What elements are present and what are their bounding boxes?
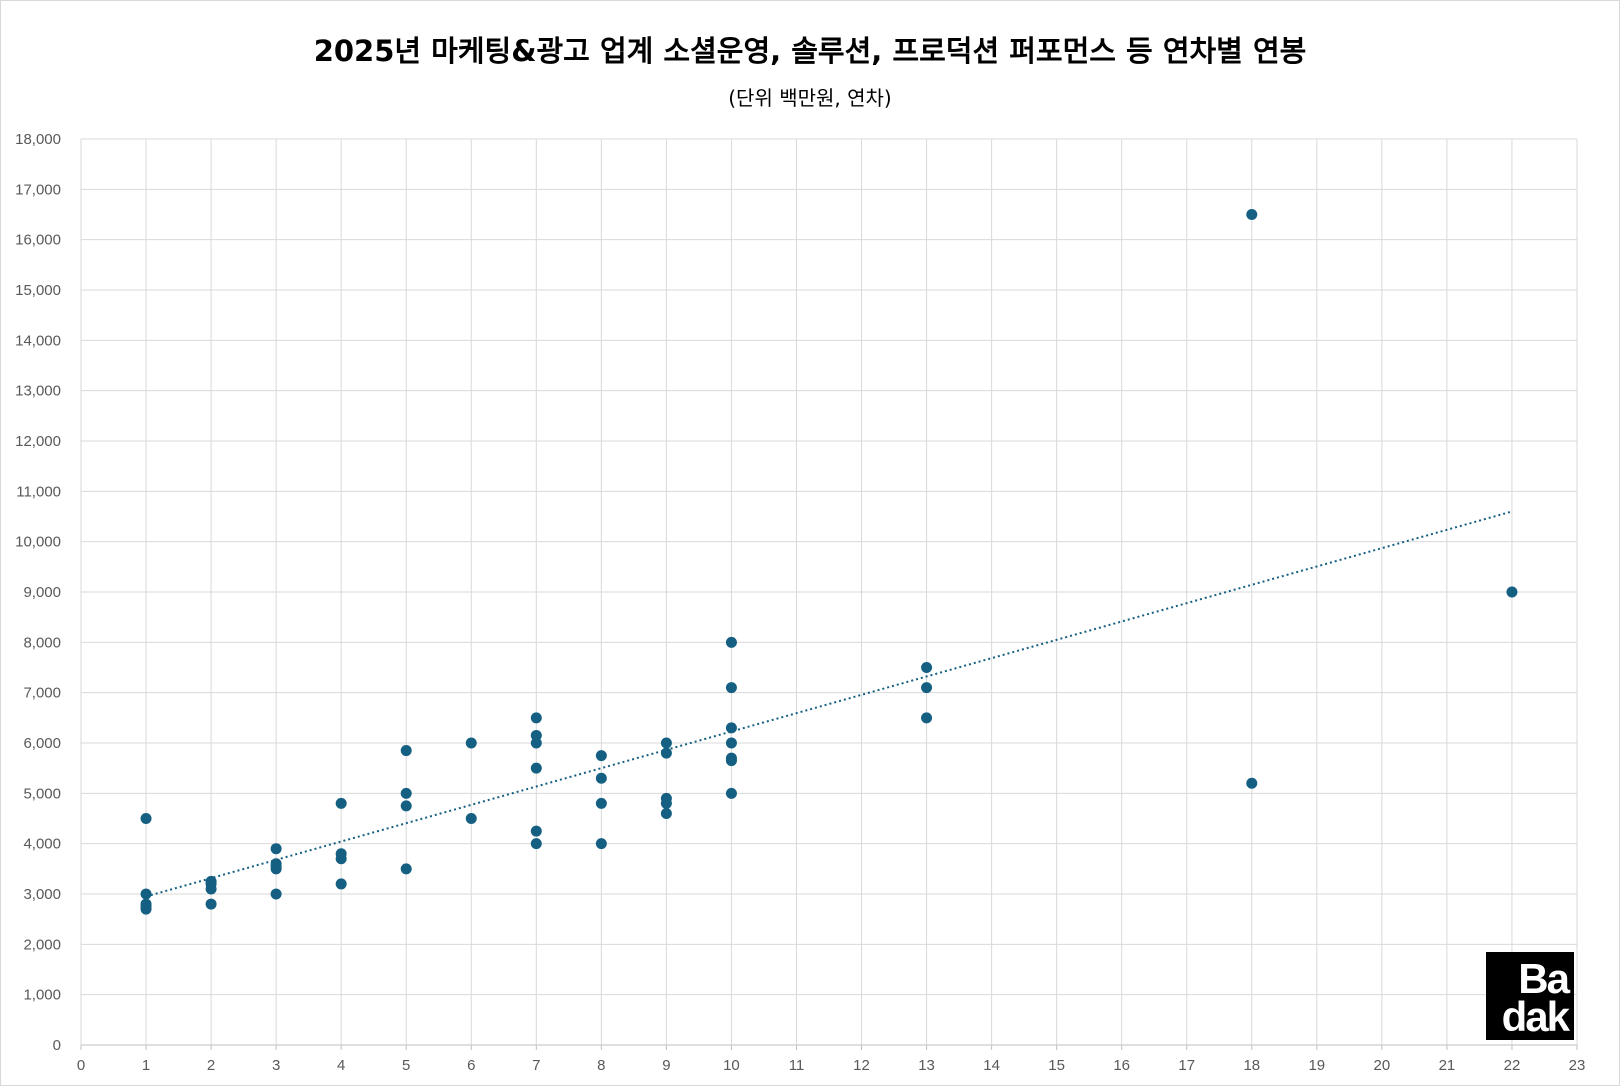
- data-point: [660, 797, 672, 809]
- trendline-layer: [145, 510, 1513, 898]
- data-point: [595, 772, 607, 784]
- y-tick-label: 12,000: [15, 433, 61, 450]
- data-point: [921, 662, 933, 673]
- x-tick-label: 23: [1569, 1057, 1586, 1074]
- x-tick-label: 6: [467, 1057, 475, 1074]
- data-point: [921, 712, 933, 724]
- gridlines: [80, 138, 1578, 1050]
- data-point: [335, 878, 347, 890]
- data-point: [595, 750, 607, 762]
- data-point: [530, 737, 542, 749]
- data-point: [660, 807, 672, 819]
- chart-title: 2025년 마케팅&광고 업계 소셜운영, 솔루션, 프로덕션 퍼포먼스 등 연…: [313, 34, 1307, 68]
- data-point: [400, 787, 412, 799]
- data-point: [725, 755, 737, 767]
- trendline: [145, 510, 1513, 898]
- x-tick-label: 21: [1439, 1057, 1456, 1074]
- x-tick-label: 14: [983, 1057, 1000, 1074]
- x-tick-label: 22: [1504, 1057, 1521, 1074]
- x-tick-label: 13: [918, 1057, 935, 1074]
- data-point: [595, 838, 607, 850]
- y-tick-label: 0: [53, 1037, 61, 1054]
- y-tick-label: 7,000: [23, 685, 61, 702]
- y-tick-label: 9,000: [23, 584, 61, 601]
- y-tick-label: 16,000: [15, 232, 61, 249]
- y-tick-label: 15,000: [15, 282, 61, 299]
- data-point: [465, 737, 477, 749]
- data-point: [270, 863, 282, 875]
- data-point: [660, 747, 672, 759]
- data-point: [725, 787, 737, 799]
- data-point: [725, 636, 737, 648]
- data-point: [725, 722, 737, 734]
- y-tick-label: 18,000: [15, 131, 61, 148]
- x-tick-label: 5: [402, 1057, 410, 1074]
- data-point: [400, 800, 412, 812]
- x-axis-ticks: 0 1 2 3 4 5 6 7 8 9 10 11 12 13 14 15 16 17 18 19 20 21 22 23: [77, 1057, 1586, 1074]
- x-tick-label: 20: [1374, 1057, 1391, 1074]
- y-axis-ticks: 0 1,000 2,000 3,000 4,000 5,000 6,000 7,000 8,00…: [15, 131, 61, 1054]
- y-tick-label: 4,000: [23, 836, 61, 853]
- data-point: [400, 863, 412, 875]
- x-tick-label: 17: [1178, 1057, 1195, 1074]
- data-point: [140, 813, 152, 824]
- data-point: [140, 888, 152, 900]
- x-tick-label: 0: [77, 1057, 85, 1074]
- data-point: [205, 898, 217, 910]
- x-tick-label: 18: [1243, 1057, 1260, 1074]
- data-point: [725, 682, 737, 694]
- data-point: [465, 813, 477, 824]
- y-tick-label: 6,000: [23, 735, 61, 752]
- y-tick-label: 5,000: [23, 785, 61, 802]
- data-point: [335, 853, 347, 865]
- data-point: [270, 843, 282, 855]
- y-tick-label: 2,000: [23, 936, 61, 953]
- data-point: [335, 797, 347, 809]
- data-point: [530, 838, 542, 850]
- x-tick-label: 8: [597, 1057, 605, 1074]
- data-point: [270, 888, 282, 900]
- y-tick-label: 11,000: [16, 483, 61, 500]
- chart-subtitle: (단위 백만원, 연차): [728, 86, 892, 110]
- data-point: [205, 883, 217, 895]
- y-tick-label: 8,000: [23, 634, 61, 651]
- x-tick-label: 16: [1113, 1057, 1130, 1074]
- data-point: [921, 682, 933, 694]
- data-points: [140, 209, 1518, 915]
- x-tick-label: 1: [142, 1057, 150, 1074]
- y-tick-label: 10,000: [15, 534, 61, 551]
- x-tick-label: 4: [337, 1057, 345, 1074]
- data-point: [530, 712, 542, 724]
- y-tick-label: 14,000: [15, 332, 61, 349]
- x-tick-label: 11: [789, 1057, 805, 1074]
- data-point: [725, 737, 737, 749]
- logo-line1: Ba: [1518, 955, 1570, 1002]
- data-point: [140, 903, 152, 915]
- data-point: [1506, 586, 1518, 598]
- y-tick-label: 3,000: [23, 886, 61, 903]
- data-point: [400, 745, 412, 757]
- x-tick-label: 15: [1048, 1057, 1065, 1074]
- data-point: [595, 797, 607, 809]
- x-tick-label: 9: [662, 1057, 670, 1074]
- y-tick-label: 17,000: [15, 181, 61, 198]
- data-point: [530, 825, 542, 837]
- x-tick-label: 7: [532, 1057, 540, 1074]
- x-tick-label: 3: [272, 1057, 280, 1074]
- x-tick-label: 10: [723, 1057, 740, 1074]
- y-tick-label: 13,000: [15, 383, 61, 400]
- data-point: [530, 762, 542, 774]
- x-tick-label: 12: [853, 1057, 870, 1074]
- data-point: [1246, 209, 1258, 220]
- badak-logo: Ba dak: [1486, 952, 1574, 1040]
- logo-line2: dak: [1501, 993, 1570, 1040]
- data-point: [660, 737, 672, 749]
- x-tick-label: 19: [1308, 1057, 1325, 1074]
- data-point: [530, 729, 542, 741]
- data-point: [1246, 777, 1258, 789]
- x-tick-label: 2: [207, 1057, 215, 1074]
- y-tick-label: 1,000: [23, 987, 61, 1004]
